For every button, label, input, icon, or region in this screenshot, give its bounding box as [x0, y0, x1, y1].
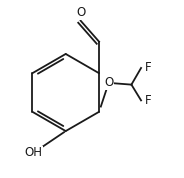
Text: F: F: [145, 94, 151, 107]
Text: O: O: [76, 6, 85, 19]
Text: F: F: [145, 61, 151, 74]
Text: O: O: [104, 76, 113, 89]
Text: OH: OH: [24, 146, 42, 159]
